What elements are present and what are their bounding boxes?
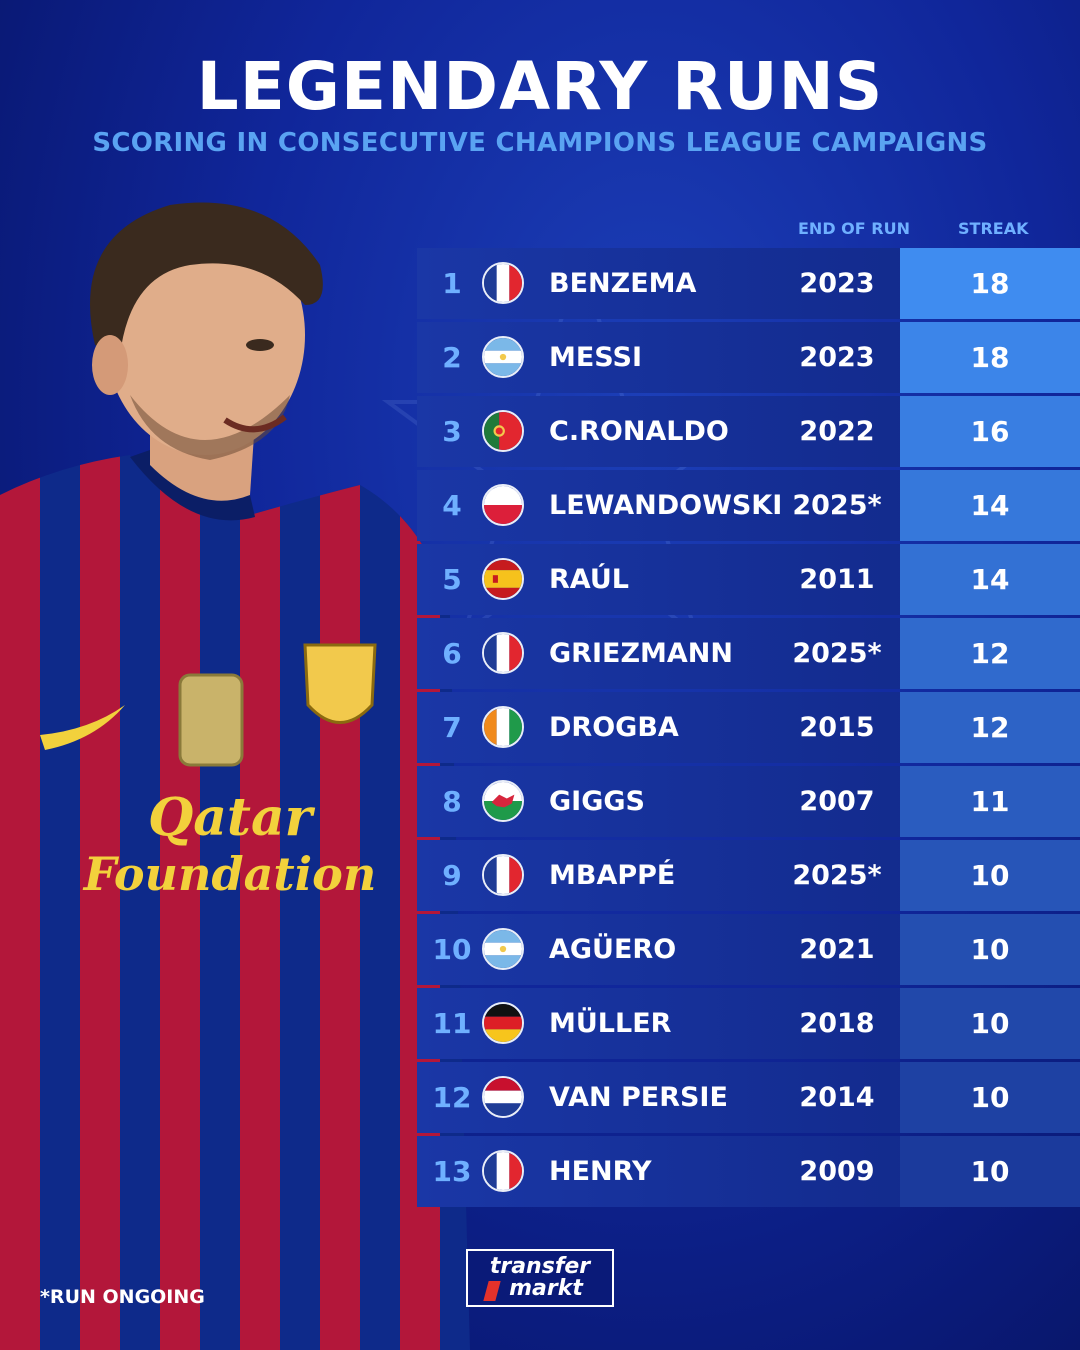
player-name: C.RONALDO <box>549 416 729 447</box>
poland-flag-icon <box>482 484 524 526</box>
player-name: MESSI <box>549 342 643 373</box>
end-of-run-year: 2023 <box>799 268 875 299</box>
player-name: MBAPPÉ <box>549 860 676 891</box>
player-name: RAÚL <box>549 564 629 595</box>
end-of-run-year: 2025* <box>792 490 882 521</box>
logo-accent-shape <box>483 1281 501 1301</box>
streak-value: 11 <box>900 766 1080 837</box>
column-header-streak: STREAK <box>958 219 1029 238</box>
player-photo: Qatar Foundation <box>0 202 470 1350</box>
streak-value: 12 <box>900 618 1080 689</box>
page-title: LEGENDARY RUNS <box>196 48 884 125</box>
end-of-run-year: 2018 <box>799 1008 875 1039</box>
end-of-run-year: 2022 <box>799 416 875 447</box>
streak-value: 18 <box>900 248 1080 319</box>
rank-number: 2 <box>442 341 462 374</box>
streak-value: 12 <box>900 692 1080 763</box>
player-name: HENRY <box>549 1156 652 1187</box>
germany-flag-icon <box>482 1002 524 1044</box>
spain-flag-icon <box>482 558 524 600</box>
streak-value: 14 <box>900 544 1080 615</box>
player-name: BENZEMA <box>549 268 697 299</box>
table-row: 4 LEWANDOWSKI 2025* 14 <box>417 470 1080 541</box>
end-of-run-year: 2009 <box>799 1156 875 1187</box>
table-row: 1 BENZEMA 2023 18 <box>417 248 1080 319</box>
ivory-coast-flag-icon <box>482 706 524 748</box>
france-flag-icon <box>482 632 524 674</box>
streak-value: 10 <box>900 914 1080 985</box>
table-row: 13 HENRY 2009 10 <box>417 1136 1080 1207</box>
rank-number: 5 <box>442 563 462 596</box>
streak-value: 16 <box>900 396 1080 467</box>
rank-number: 1 <box>442 267 462 300</box>
player-name: LEWANDOWSKI <box>549 490 783 521</box>
streak-value: 10 <box>900 840 1080 911</box>
table-row: 8 GIGGS 2007 11 <box>417 766 1080 837</box>
rank-number: 11 <box>432 1007 472 1040</box>
page-subtitle: SCORING IN CONSECUTIVE CHAMPIONS LEAGUE … <box>92 128 988 158</box>
end-of-run-year: 2011 <box>799 564 875 595</box>
ranking-table: 1 BENZEMA 2023 18 2 MESSI 2023 18 3 C.RONALDO 2022… <box>417 248 1080 1210</box>
wales-flag-icon <box>482 780 524 822</box>
streak-value: 10 <box>900 1062 1080 1133</box>
france-flag-icon <box>482 854 524 896</box>
table-row: 11 MÜLLER 2018 10 <box>417 988 1080 1059</box>
rank-number: 8 <box>442 785 462 818</box>
rank-number: 3 <box>442 415 462 448</box>
table-row: 10 AGÜERO 2021 10 <box>417 914 1080 985</box>
table-row: 7 DROGBA 2015 12 <box>417 692 1080 763</box>
player-name: MÜLLER <box>549 1008 672 1039</box>
rank-number: 10 <box>432 933 472 966</box>
france-flag-icon <box>482 1150 524 1192</box>
footnote: *RUN ONGOING <box>40 1286 205 1308</box>
end-of-run-year: 2025* <box>792 860 882 891</box>
end-of-run-year: 2021 <box>799 934 875 965</box>
rank-number: 12 <box>432 1081 472 1114</box>
rank-number: 7 <box>442 711 462 744</box>
end-of-run-year: 2023 <box>799 342 875 373</box>
france-flag-icon <box>482 262 524 304</box>
player-name: GIGGS <box>549 786 645 817</box>
argentina-flag-icon <box>482 336 524 378</box>
logo-text-markt: markt <box>509 1276 583 1301</box>
streak-value: 10 <box>900 988 1080 1059</box>
transfermarkt-logo: transfer markt <box>466 1249 614 1307</box>
streak-value: 18 <box>900 322 1080 393</box>
player-name: GRIEZMANN <box>549 638 733 669</box>
end-of-run-year: 2007 <box>799 786 875 817</box>
rank-number: 13 <box>432 1155 472 1188</box>
jersey-sponsor-line2: Foundation <box>82 847 377 901</box>
logo-text-transfer: transfer <box>489 1254 591 1279</box>
player-name: AGÜERO <box>549 934 677 965</box>
table-row: 3 C.RONALDO 2022 16 <box>417 396 1080 467</box>
jersey-sponsor-line1: Qatar <box>148 787 316 848</box>
table-row: 6 GRIEZMANN 2025* 12 <box>417 618 1080 689</box>
rank-number: 6 <box>442 637 462 670</box>
table-row: 2 MESSI 2023 18 <box>417 322 1080 393</box>
player-name: VAN PERSIE <box>549 1082 728 1113</box>
rank-number: 9 <box>442 859 462 892</box>
player-name: DROGBA <box>549 712 679 743</box>
streak-value: 10 <box>900 1136 1080 1207</box>
table-row: 9 MBAPPÉ 2025* 10 <box>417 840 1080 911</box>
table-row: 12 VAN PERSIE 2014 10 <box>417 1062 1080 1133</box>
portugal-flag-icon <box>482 410 524 452</box>
streak-value: 14 <box>900 470 1080 541</box>
rank-number: 4 <box>442 489 462 522</box>
end-of-run-year: 2025* <box>792 638 882 669</box>
end-of-run-year: 2015 <box>799 712 875 743</box>
table-row: 5 RAÚL 2011 14 <box>417 544 1080 615</box>
argentina-flag-icon <box>482 928 524 970</box>
column-header-end-of-run: END OF RUN <box>798 219 910 238</box>
end-of-run-year: 2014 <box>799 1082 875 1113</box>
netherlands-flag-icon <box>482 1076 524 1118</box>
